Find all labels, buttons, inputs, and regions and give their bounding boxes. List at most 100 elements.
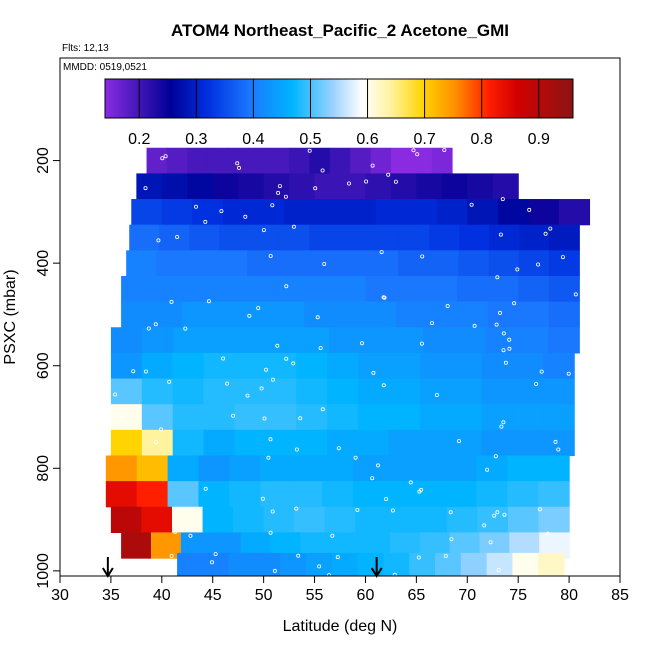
heatmap-cell [487, 301, 519, 328]
track-point [243, 214, 248, 219]
track-point [556, 447, 561, 452]
track-point [261, 228, 266, 233]
colorbar-gradient [104, 78, 574, 119]
track-point [573, 292, 578, 297]
heatmap-cell [187, 147, 209, 174]
heatmap-cell [512, 378, 544, 405]
track-point [264, 367, 269, 372]
heatmap-cell [327, 429, 359, 457]
track-point [456, 439, 461, 444]
track-point [203, 486, 208, 491]
track-point [498, 232, 503, 237]
track-point [493, 454, 498, 459]
track-point [494, 322, 499, 327]
heatmap-cell [229, 481, 261, 508]
heatmap-cell [219, 224, 250, 251]
heatmap-cell [126, 250, 157, 277]
heatmap-cell [419, 429, 452, 457]
heatmap-cell [249, 224, 280, 251]
track-point [266, 455, 271, 460]
heatmap-cell [414, 481, 447, 508]
track-point [247, 313, 252, 318]
heatmap-cell [360, 327, 393, 354]
heatmap-cell [110, 378, 143, 405]
track-point [143, 186, 148, 191]
track-point [235, 161, 240, 166]
track-point [183, 326, 188, 331]
heatmap-cell [481, 378, 514, 405]
track-point [256, 306, 261, 311]
heatmap-cell [229, 455, 261, 482]
track-point [434, 392, 439, 397]
track-point [275, 343, 280, 348]
heatmap-cell [435, 552, 462, 576]
heatmap-cell [516, 327, 549, 354]
heatmap-cells [105, 147, 591, 576]
track-point [420, 254, 425, 259]
colorbar-labels: 0.2 0.3 0.4 0.5 0.6 0.7 0.8 0.9 [128, 131, 550, 148]
heatmap-cell [334, 301, 367, 328]
track-point [153, 440, 158, 445]
x-tick-label: 45 [204, 587, 222, 604]
track-point [502, 512, 507, 517]
heatmap-cell [280, 552, 307, 576]
heatmap-cell [357, 404, 390, 431]
track-point [539, 369, 544, 374]
heatmap-cell [350, 147, 372, 174]
y-tick-label: 800 [35, 455, 52, 482]
heatmap-cell [203, 429, 236, 457]
heatmap-cell [277, 250, 309, 277]
colorbar-label: 0.9 [528, 131, 550, 148]
heatmap-cell [265, 352, 297, 380]
heatmap-cell [141, 352, 174, 380]
down-arrow-icon [370, 557, 383, 578]
heatmap-cell [548, 327, 580, 354]
heatmap-cell [457, 275, 489, 303]
track-point [495, 275, 500, 280]
heatmap-cell [324, 506, 356, 533]
heatmap-cell [228, 147, 249, 174]
track-point [534, 381, 539, 386]
x-tick-label: 35 [102, 587, 120, 604]
track-point [156, 238, 161, 243]
heatmap-cell [518, 250, 550, 277]
heatmap-cell [538, 552, 565, 576]
heatmap-cell [105, 481, 138, 508]
track-point [119, 416, 124, 421]
heatmap-cell [476, 455, 508, 482]
heatmap-cell [460, 552, 488, 576]
heatmap-cell [284, 199, 316, 226]
track-point [322, 261, 327, 266]
heatmap-cell [186, 250, 218, 277]
heatmap-cell [365, 275, 397, 303]
heatmap-cell [497, 199, 529, 226]
heatmap-cell [512, 404, 544, 431]
heatmap-cell [296, 352, 328, 380]
track-point [497, 310, 502, 315]
track-point [262, 416, 267, 421]
down-arrow-icon [102, 557, 114, 578]
heatmap-cell [367, 250, 399, 277]
track-point [284, 356, 289, 361]
track-point [221, 356, 226, 361]
heatmap-cell [121, 301, 153, 328]
heatmap-cell [467, 173, 494, 200]
heatmap-cell [369, 224, 400, 251]
colorbar-label: 0.2 [128, 131, 150, 148]
heatmap-cell [549, 224, 580, 251]
heatmap-cell [235, 327, 268, 354]
heatmap-cell [416, 506, 448, 533]
track-point [193, 204, 198, 209]
track-point [443, 554, 448, 559]
track-point [449, 537, 454, 542]
heatmap-cell [151, 301, 183, 328]
heatmap-cell [156, 250, 188, 277]
heatmap-cell [489, 224, 520, 251]
heatmap-cell [450, 378, 483, 405]
track-point [501, 331, 506, 336]
colorbar-label: 0.8 [471, 131, 493, 148]
heatmap-cell [273, 275, 305, 303]
heatmap-cell [345, 199, 377, 226]
heatmap-cell [187, 173, 214, 200]
